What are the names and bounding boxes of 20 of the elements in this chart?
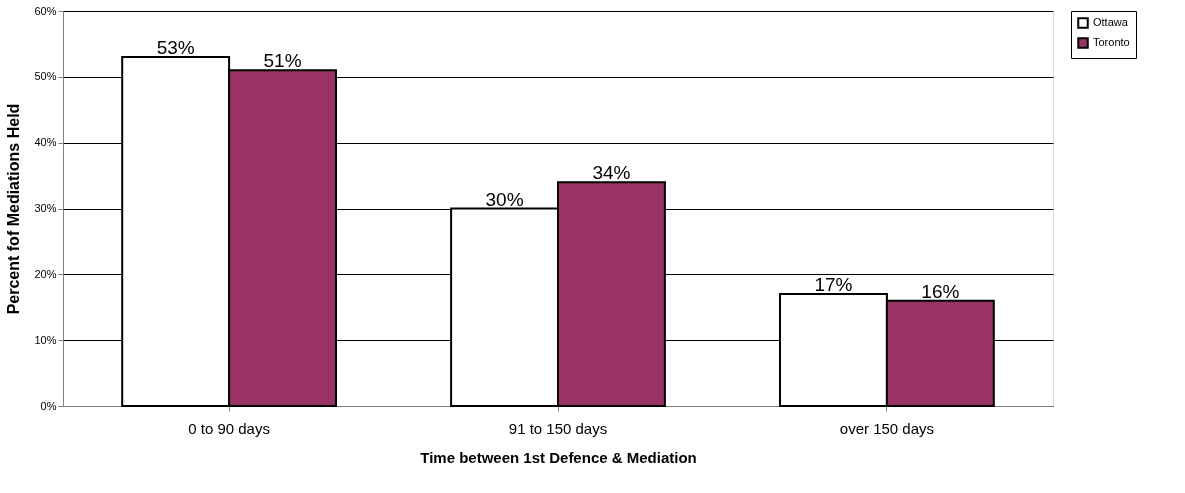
data-label: 51% [263, 50, 302, 72]
x-tick-label: 91 to 150 days [508, 419, 608, 437]
x-tick-label: over 150 days [839, 419, 935, 437]
legend-label: Toronto [1093, 36, 1130, 48]
y-tick-label: 0% [40, 399, 57, 412]
y-tick-label: 50% [34, 70, 57, 83]
y-tick-label: 20% [34, 267, 57, 280]
data-label: 34% [592, 162, 631, 184]
data-label: 30% [485, 188, 524, 210]
y-tick-label: 10% [34, 333, 57, 346]
x-tick-label: 0 to 90 days [188, 419, 270, 437]
data-label: 16% [921, 280, 960, 302]
legend-label: Ottawa [1093, 16, 1129, 28]
y-tick-label: 30% [34, 202, 57, 214]
x-axis-title: Time between 1st Defence & Mediation [420, 448, 697, 466]
data-label: 53% [156, 37, 195, 59]
y-tick-label: 40% [34, 136, 57, 149]
y-tick-label: 60% [34, 4, 57, 17]
data-label: 17% [814, 274, 853, 296]
y-axis-title: Percent fof Mediations Held [5, 103, 23, 315]
